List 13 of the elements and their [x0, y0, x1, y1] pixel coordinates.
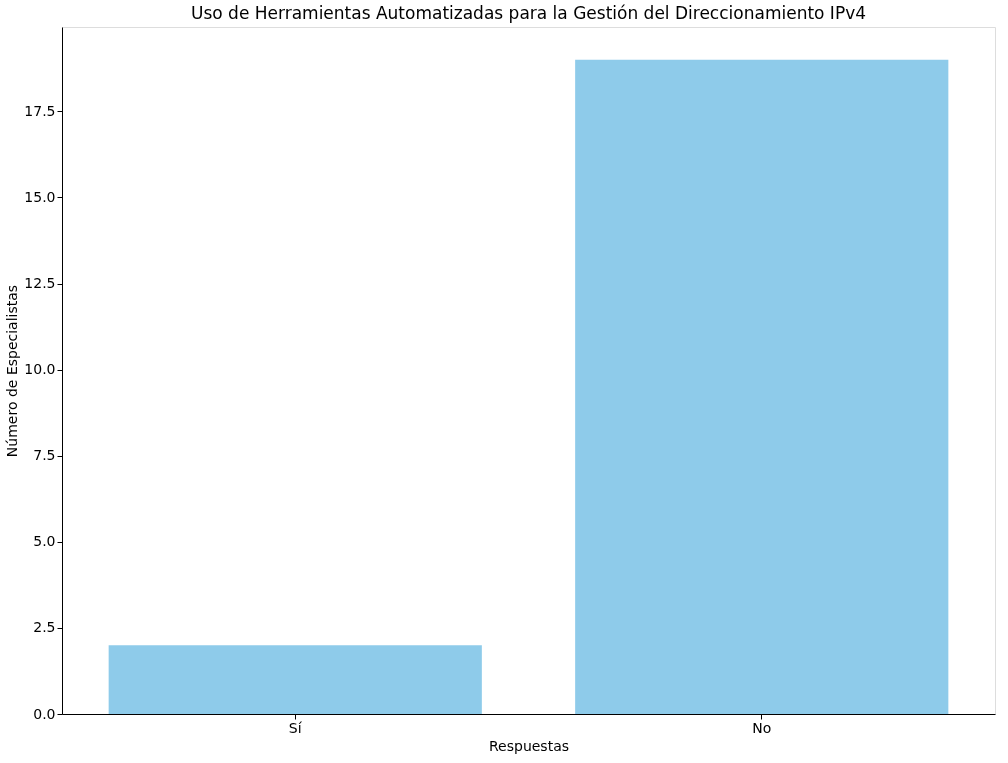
y-tick-label: 15.0 [24, 188, 56, 205]
chart-title: Uso de Herramientas Automatizadas para la Gestión del Direccionamiento IPv4 [190, 3, 867, 23]
y-axis-title: Número de Especialistas [4, 284, 21, 458]
y-tick-label: 2.5 [33, 619, 56, 636]
y-tick-label: 10.0 [24, 361, 56, 378]
y-tick-label: 7.5 [33, 447, 56, 464]
y-tick-label: 0.0 [33, 705, 56, 722]
y-tick-label: 12.5 [24, 275, 56, 292]
x-tick-label: Sí [288, 719, 303, 736]
x-tick-label: No [752, 719, 772, 736]
y-tick-label: 17.5 [24, 102, 56, 119]
x-axis-title: Respuestas [488, 737, 570, 754]
y-tick-label: 5.0 [33, 533, 56, 550]
